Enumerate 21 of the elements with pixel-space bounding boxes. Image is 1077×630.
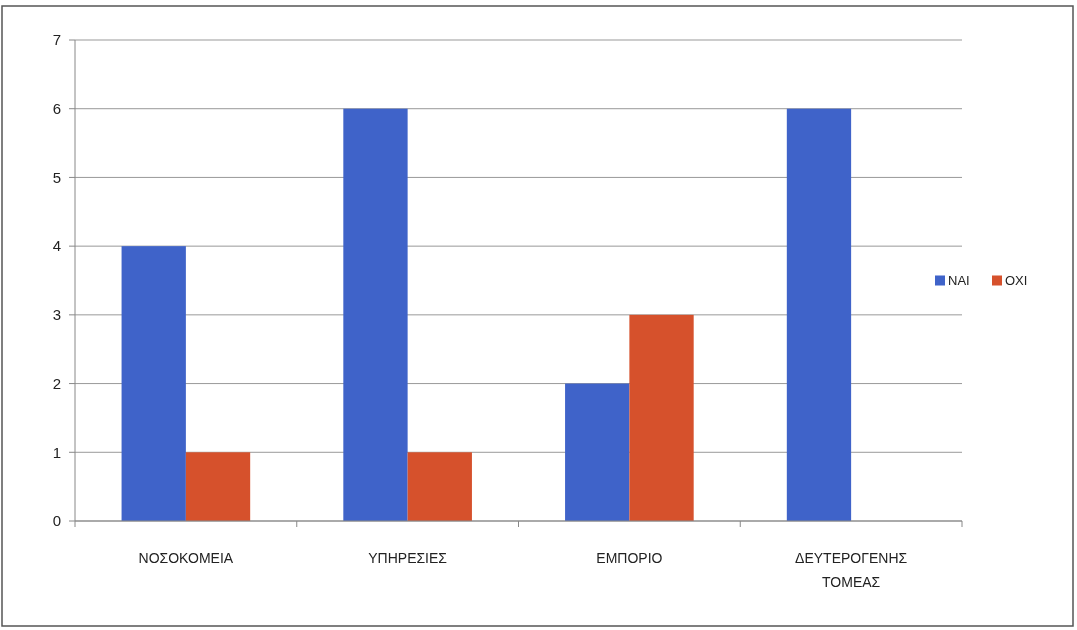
bar [407,452,472,521]
y-tick-label: 1 [52,443,61,461]
y-tick-label: 7 [52,31,61,49]
bar [786,108,852,521]
bar [629,314,694,521]
bar [185,452,251,521]
x-tick-label: ΝΟΣΟΚΟΜΕΙΑ [138,550,234,566]
y-tick-label: 4 [52,237,61,255]
bar [121,246,186,521]
legend-label: ΝΑΙ [948,273,970,289]
y-tick-label: 6 [52,99,61,117]
y-tick-label: 5 [52,168,61,186]
x-tick-label: ΔΕΥΤΕΡΟΓΕΝΗΣ ΤΟΜΕΑΣ [795,550,908,590]
bar [565,383,630,521]
legend-label: ΟΧΙ [1005,273,1028,289]
y-tick-label: 0 [52,512,61,530]
bar [343,108,408,521]
x-tick-label: ΥΠΗΡΕΣΙΕΣ [368,550,448,566]
x-tick-label: ΕΜΠΟΡΙΟ [596,550,663,566]
y-tick-label: 2 [52,374,61,392]
y-tick-label: 3 [52,306,61,324]
